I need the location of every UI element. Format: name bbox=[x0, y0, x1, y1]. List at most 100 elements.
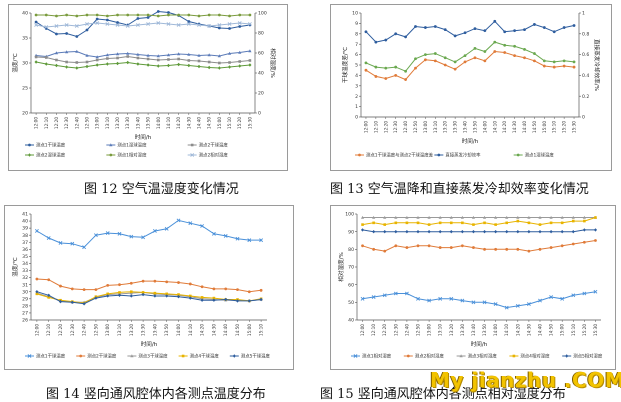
data-point bbox=[374, 75, 378, 78]
data-point bbox=[118, 291, 121, 294]
data-point bbox=[85, 60, 89, 64]
data-point bbox=[414, 57, 417, 61]
data-point bbox=[227, 22, 232, 26]
data-point bbox=[227, 51, 232, 55]
data-point bbox=[473, 27, 477, 30]
data-point bbox=[129, 234, 134, 239]
data-point bbox=[438, 215, 442, 219]
data-point bbox=[533, 52, 536, 55]
y-tick-label: 26 bbox=[22, 318, 28, 324]
y2-tick-label: 1 bbox=[582, 11, 585, 17]
data-point bbox=[438, 246, 442, 249]
data-point bbox=[136, 52, 140, 56]
data-point bbox=[247, 290, 251, 294]
data-point bbox=[494, 229, 498, 234]
data-point bbox=[156, 58, 160, 62]
x-tick-label: 13:20 bbox=[449, 324, 454, 336]
x-tick-label: 12:10 bbox=[44, 117, 49, 129]
data-point bbox=[427, 223, 431, 226]
data-point bbox=[513, 44, 516, 48]
x-tick-label: 14:20 bbox=[200, 324, 205, 336]
y-axis-title: 温度/℃ bbox=[11, 53, 19, 72]
data-point bbox=[117, 293, 122, 297]
data-point bbox=[416, 244, 420, 248]
data-point bbox=[82, 302, 86, 306]
legend-marker bbox=[27, 153, 32, 157]
x-tick-label: 12:20 bbox=[382, 324, 387, 336]
data-point bbox=[404, 291, 409, 296]
data-point bbox=[34, 229, 39, 233]
data-point bbox=[75, 49, 79, 53]
data-point bbox=[493, 302, 498, 307]
series-line-3 bbox=[365, 41, 575, 72]
data-point bbox=[64, 23, 69, 27]
y-tick-label: 60 bbox=[348, 282, 354, 288]
data-point bbox=[238, 60, 242, 63]
data-point bbox=[571, 293, 576, 298]
data-point bbox=[516, 219, 520, 223]
x-tick-label: 12:00 bbox=[360, 324, 365, 336]
data-point bbox=[538, 229, 542, 234]
data-point bbox=[95, 63, 99, 67]
x-tick-label: 12:30 bbox=[64, 117, 69, 129]
data-point bbox=[217, 23, 222, 27]
data-point bbox=[47, 293, 51, 297]
data-point bbox=[505, 247, 509, 251]
data-point bbox=[187, 63, 191, 68]
data-point bbox=[167, 11, 170, 14]
data-point bbox=[473, 46, 477, 50]
data-point bbox=[118, 283, 121, 287]
legend-label: 测点2相对湿度 bbox=[199, 152, 229, 159]
data-point bbox=[146, 53, 150, 57]
data-point bbox=[167, 58, 170, 61]
data-point bbox=[129, 281, 133, 285]
data-point bbox=[414, 25, 417, 28]
data-point bbox=[383, 229, 387, 234]
data-point bbox=[513, 29, 516, 33]
data-point bbox=[372, 229, 376, 234]
data-point bbox=[438, 229, 442, 234]
data-point bbox=[187, 20, 191, 23]
data-point bbox=[235, 236, 240, 241]
legend-marker bbox=[232, 354, 236, 358]
data-point bbox=[177, 293, 180, 296]
data-point bbox=[493, 19, 497, 23]
data-point bbox=[433, 52, 437, 55]
data-point bbox=[152, 229, 157, 233]
x-tick-label: 13:30 bbox=[460, 324, 465, 336]
data-point bbox=[207, 65, 211, 70]
site-watermark: My jianzhu .COM bbox=[430, 368, 621, 392]
data-point bbox=[95, 17, 99, 21]
data-point bbox=[482, 300, 487, 305]
x-tick-label: 13:00 bbox=[423, 121, 428, 133]
data-point bbox=[427, 298, 432, 303]
data-point bbox=[65, 65, 69, 69]
series-line-6 bbox=[36, 22, 250, 28]
legend-label: 测点1相对湿度 bbox=[362, 353, 392, 360]
data-point bbox=[549, 215, 553, 219]
data-point bbox=[212, 296, 216, 300]
data-point bbox=[166, 53, 171, 57]
data-point bbox=[483, 50, 487, 53]
x-tick-label: 14:20 bbox=[176, 117, 181, 129]
series-line-3 bbox=[36, 55, 250, 64]
x-tick-label: 13:30 bbox=[125, 117, 130, 129]
data-point bbox=[217, 54, 221, 58]
data-point bbox=[549, 246, 553, 249]
legend-label: 测点5干球温度 bbox=[241, 353, 271, 360]
y-axis-title: 相对湿度/% bbox=[337, 252, 345, 282]
x-tick-label: 14:50 bbox=[549, 324, 554, 336]
data-point bbox=[482, 229, 487, 234]
x-tick-label: 14:50 bbox=[235, 324, 240, 336]
y2-tick-label: 60 bbox=[258, 51, 264, 57]
data-point bbox=[176, 23, 181, 27]
data-point bbox=[70, 300, 74, 305]
y-tick-label: 10 bbox=[352, 11, 358, 17]
data-point bbox=[394, 229, 398, 234]
data-point bbox=[227, 65, 232, 69]
x-tick-label: 15:00 bbox=[247, 324, 252, 336]
legend-marker bbox=[28, 143, 31, 147]
legend-label: 测点1相对湿度 bbox=[117, 152, 147, 159]
data-point bbox=[106, 294, 110, 298]
data-point bbox=[505, 229, 509, 234]
